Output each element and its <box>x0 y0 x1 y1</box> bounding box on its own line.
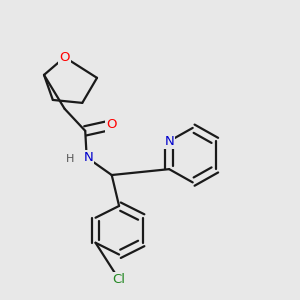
Text: N: N <box>83 151 93 164</box>
Text: H: H <box>66 154 75 164</box>
Text: O: O <box>106 118 117 131</box>
Text: N: N <box>164 135 174 148</box>
Text: Cl: Cl <box>112 273 126 286</box>
Text: O: O <box>59 51 70 64</box>
